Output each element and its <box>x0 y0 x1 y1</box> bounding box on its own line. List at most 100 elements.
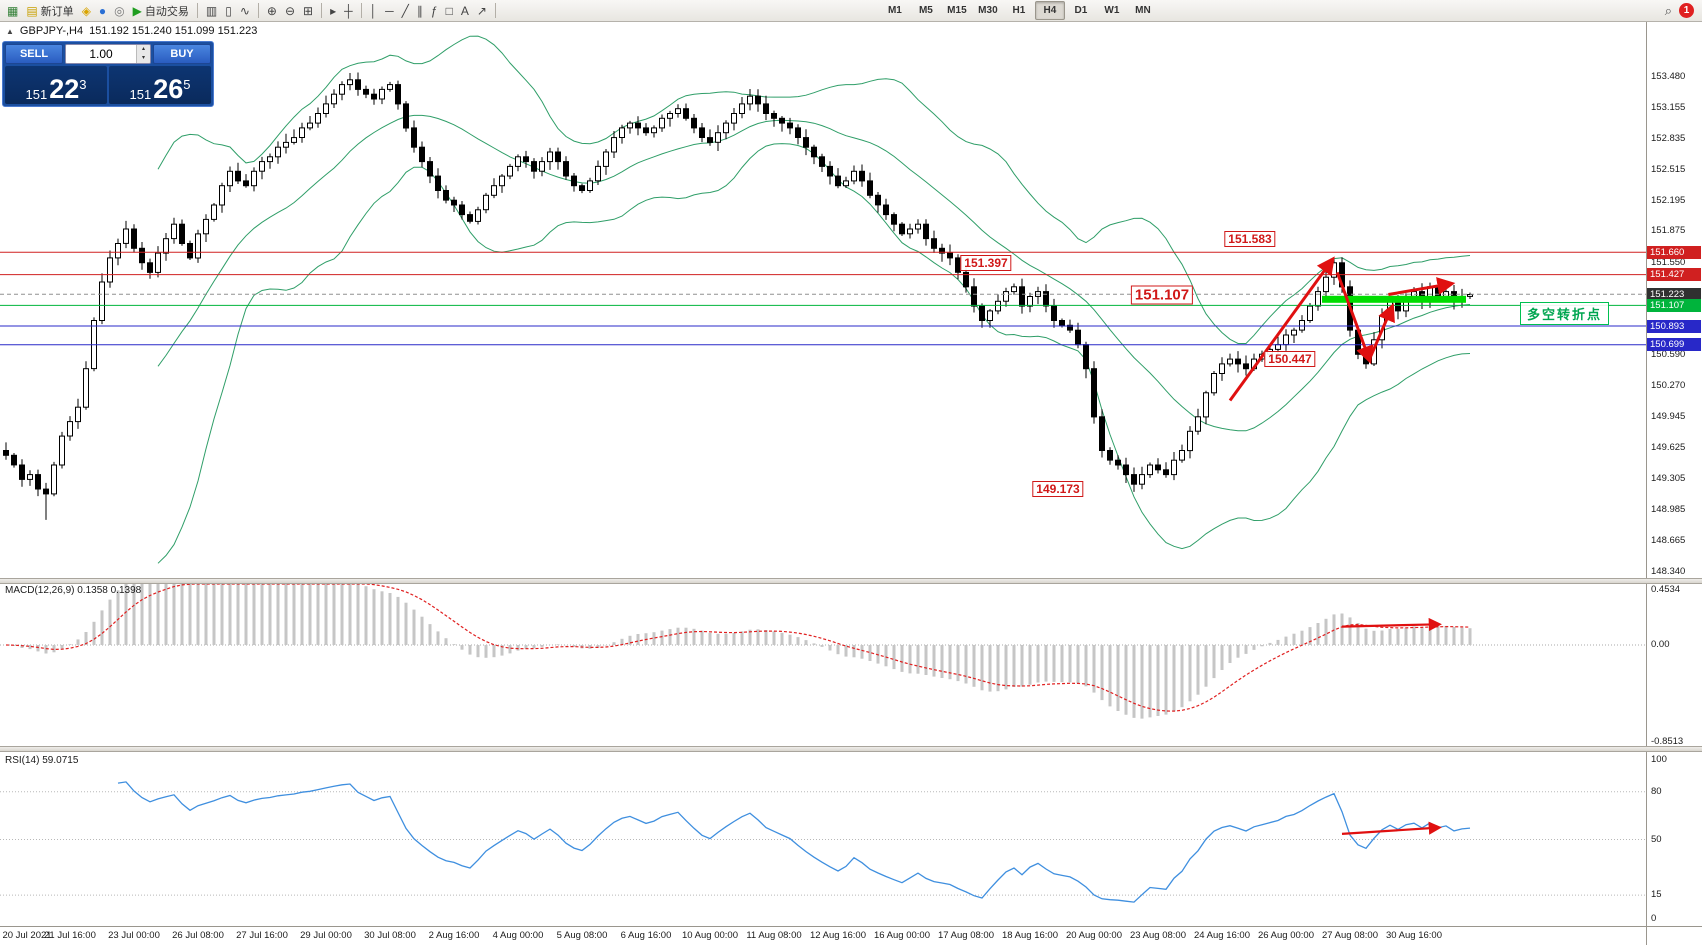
date-label: 21 Jul 16:00 <box>44 930 96 941</box>
fibonacci-button[interactable]: ƒ <box>427 1 442 21</box>
trend-arrow[interactable] <box>1228 256 1335 402</box>
macd-arrow[interactable] <box>1341 617 1442 632</box>
shapes-button[interactable]: □ <box>442 1 457 21</box>
shapes-icon: □ <box>445 3 453 18</box>
cursor-icon: ▸ <box>330 3 337 18</box>
rsi-label: RSI(14) 59.0715 <box>5 755 78 766</box>
navigator-button[interactable]: ◈ <box>78 1 95 21</box>
price-tick: 148.985 <box>1651 503 1686 515</box>
search-icon[interactable]: ⌕ <box>1664 2 1672 18</box>
date-label: 2 Aug 16:00 <box>428 930 480 941</box>
text-tool-button[interactable]: A <box>457 1 473 21</box>
price-annotation[interactable]: 149.173 <box>1032 481 1084 498</box>
toolbar-separator <box>494 3 496 18</box>
autotrading-button-label: 自动交易 <box>144 5 189 18</box>
price-tick: 149.945 <box>1651 411 1686 423</box>
price-annotation[interactable]: 151.583 <box>1224 230 1276 247</box>
date-label: 23 Jul 00:00 <box>108 930 160 941</box>
timeframe-button-h4[interactable]: H4 <box>1034 1 1065 20</box>
zoom-out-button[interactable]: ⊖ <box>281 1 299 21</box>
price-tag-151.660: 151.660 <box>1647 245 1701 259</box>
collapse-arrow-icon[interactable]: ▲ <box>6 26 14 36</box>
new-order-button[interactable]: ▤ 新订单 <box>22 1 77 21</box>
toolbar-separator <box>321 3 323 18</box>
toolbar-separator <box>360 3 362 18</box>
trend-arrow[interactable] <box>1369 303 1395 357</box>
tile-windows-button[interactable]: ⊞ <box>299 1 317 21</box>
charts-grid-button[interactable]: ▦ <box>3 1 22 21</box>
price-annotation[interactable]: 151.397 <box>960 254 1012 271</box>
timeframe-button-h1[interactable]: H1 <box>1012 5 1026 16</box>
buy-price-big: 26 <box>153 74 184 105</box>
macd-name: MACD(12,26,9) <box>5 585 75 596</box>
autotrading-icon: ▶ <box>132 3 142 18</box>
pivot-note[interactable]: 多空转折点 <box>1520 301 1610 325</box>
volume-stepper-down[interactable]: ▾ <box>137 54 150 63</box>
trend-arrow[interactable] <box>1388 277 1456 296</box>
bar-chart-button[interactable]: ▥ <box>202 1 221 21</box>
trendline-button[interactable]: ╱ <box>398 1 413 21</box>
timeframe-button-m15[interactable]: M15 <box>947 5 967 16</box>
indicator-tick: 15 <box>1651 889 1662 901</box>
price-tick: 149.305 <box>1651 472 1686 484</box>
price-tag-150.893: 150.893 <box>1647 319 1701 333</box>
crosshair-button[interactable]: ┼ <box>340 1 357 21</box>
arrows-tool-button[interactable]: ↗ <box>473 1 491 21</box>
timeframe-button-w1[interactable]: W1 <box>1104 5 1120 16</box>
volume-stepper-up[interactable]: ▴ <box>137 45 150 54</box>
notification-badge[interactable]: 1 <box>1679 3 1694 18</box>
date-label: 11 Aug 08:00 <box>746 930 802 941</box>
rsi-arrow[interactable] <box>1341 821 1442 835</box>
crosshair-icon: ┼ <box>344 3 353 18</box>
new-order-icon: ▤ <box>26 3 38 18</box>
date-label: 27 Aug 08:00 <box>1322 930 1378 941</box>
candlestick-chart-icon: ▯ <box>225 3 232 18</box>
sell-price[interactable]: 151 22 3 <box>5 66 107 104</box>
cursor-button[interactable]: ▸ <box>326 1 340 21</box>
line-chart-button[interactable]: ∿ <box>236 1 254 21</box>
horizontal-line-button[interactable]: ─ <box>381 1 398 21</box>
timeframe-button-m30[interactable]: M30 <box>978 5 998 16</box>
price-annotation[interactable]: 150.447 <box>1264 351 1316 368</box>
sell-button[interactable]: SELL <box>5 44 63 64</box>
alerts-icon: ◎ <box>114 3 125 18</box>
price-tag-151.107: 151.107 <box>1647 298 1701 312</box>
price-tick: 149.625 <box>1651 442 1686 454</box>
date-label: 26 Aug 00:00 <box>1258 930 1314 941</box>
date-label: 30 Aug 16:00 <box>1386 930 1442 941</box>
date-label: 5 Aug 08:00 <box>556 930 608 941</box>
sell-price-prefix: 151 <box>25 87 48 102</box>
buy-price[interactable]: 151 26 5 <box>109 66 211 104</box>
candlestick-chart-button[interactable]: ▯ <box>221 1 236 21</box>
timeframe-button-m5[interactable]: M5 <box>918 5 933 16</box>
date-label: 17 Aug 08:00 <box>938 930 994 941</box>
timeframe-button-m1[interactable]: M1 <box>887 5 902 16</box>
channel-button[interactable]: ∥ <box>413 1 427 21</box>
date-label: 26 Jul 08:00 <box>172 930 224 941</box>
arrows-tool-icon: ↗ <box>476 3 487 18</box>
highlight-bar[interactable] <box>1322 295 1466 303</box>
panel-separator[interactable] <box>0 578 1702 584</box>
zoom-in-button[interactable]: ⊕ <box>263 1 281 21</box>
timeframe-button-d1[interactable]: D1 <box>1074 5 1088 16</box>
date-label: 29 Jul 00:00 <box>300 930 352 941</box>
trend-arrow[interactable] <box>1335 271 1374 365</box>
volume-box: ▴ ▾ <box>65 44 151 64</box>
volume-input[interactable] <box>66 45 136 63</box>
alerts-button[interactable]: ◎ <box>110 1 128 21</box>
price-tag-151.223: 151.223 <box>1647 287 1701 301</box>
price-tick: 148.340 <box>1651 565 1686 577</box>
panel-separator[interactable] <box>0 746 1702 752</box>
price-tick: 153.480 <box>1651 70 1686 82</box>
market-watch-button[interactable]: ● <box>95 1 110 21</box>
autotrading-button[interactable]: ▶ 自动交易 <box>129 1 193 21</box>
timeframe-button-mn[interactable]: MN <box>1135 5 1151 16</box>
vertical-line-button[interactable]: │ <box>366 1 382 21</box>
price-tick: 152.835 <box>1651 133 1686 144</box>
zoom-in-icon: ⊕ <box>266 3 277 18</box>
market-watch-icon: ● <box>98 3 107 18</box>
price-annotation[interactable]: 151.107 <box>1130 285 1194 305</box>
indicator-tick: 0 <box>1651 913 1657 924</box>
buy-button[interactable]: BUY <box>153 44 211 64</box>
